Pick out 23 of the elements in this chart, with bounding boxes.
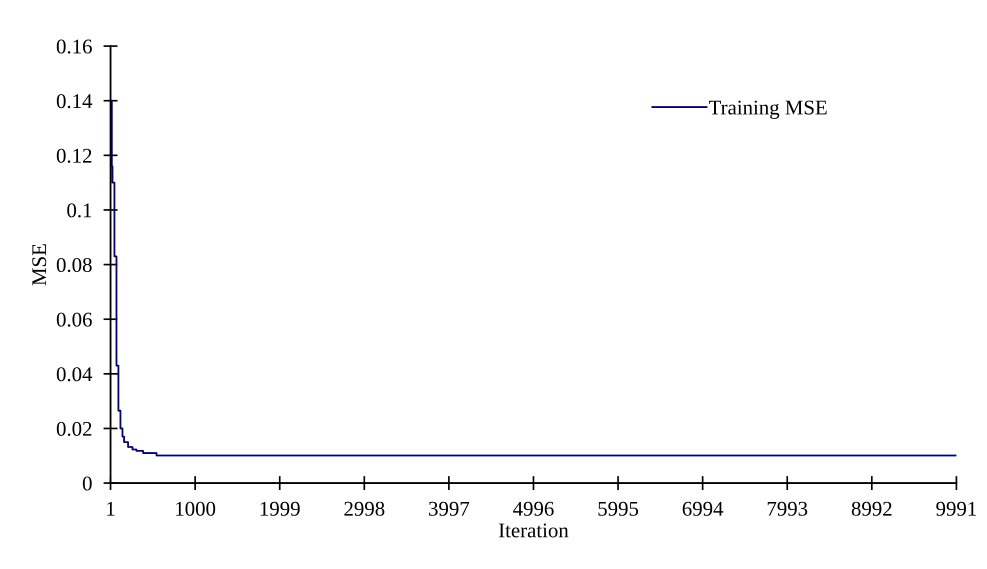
x-tick-label: 1999 xyxy=(260,502,300,516)
x-tick-label: 8992 xyxy=(852,502,892,516)
y-tick-label: 0.16 xyxy=(56,39,92,54)
y-tick-label: 0.14 xyxy=(56,94,92,108)
y-tick-label: 0.02 xyxy=(56,422,92,436)
y-tick-label: 0.04 xyxy=(56,367,92,382)
x-tick-label: 3997 xyxy=(429,502,470,516)
y-tick-label: 0.12 xyxy=(56,148,92,163)
x-axis-title: Iteration xyxy=(498,523,568,538)
x-tick-label: 9991 xyxy=(936,502,976,516)
x-tick-label: 2998 xyxy=(344,502,384,516)
x-tick-label: 6994 xyxy=(682,502,724,516)
y-tick-label: 0.06 xyxy=(56,312,92,327)
legend-label: Training MSE xyxy=(709,100,827,119)
x-tick-label: 4996 xyxy=(513,502,554,516)
x-tick-label: 5995 xyxy=(598,502,638,516)
y-tick-label: 0 xyxy=(82,476,92,491)
y-tick-label: 0.08 xyxy=(56,258,92,272)
x-tick-label: 7993 xyxy=(768,502,808,516)
x-tick-label: 1000 xyxy=(176,502,216,516)
x-tick-label: 1 xyxy=(107,502,114,516)
y-tick-label: 0.1 xyxy=(67,203,92,218)
y-axis-title: MSE xyxy=(32,244,46,286)
